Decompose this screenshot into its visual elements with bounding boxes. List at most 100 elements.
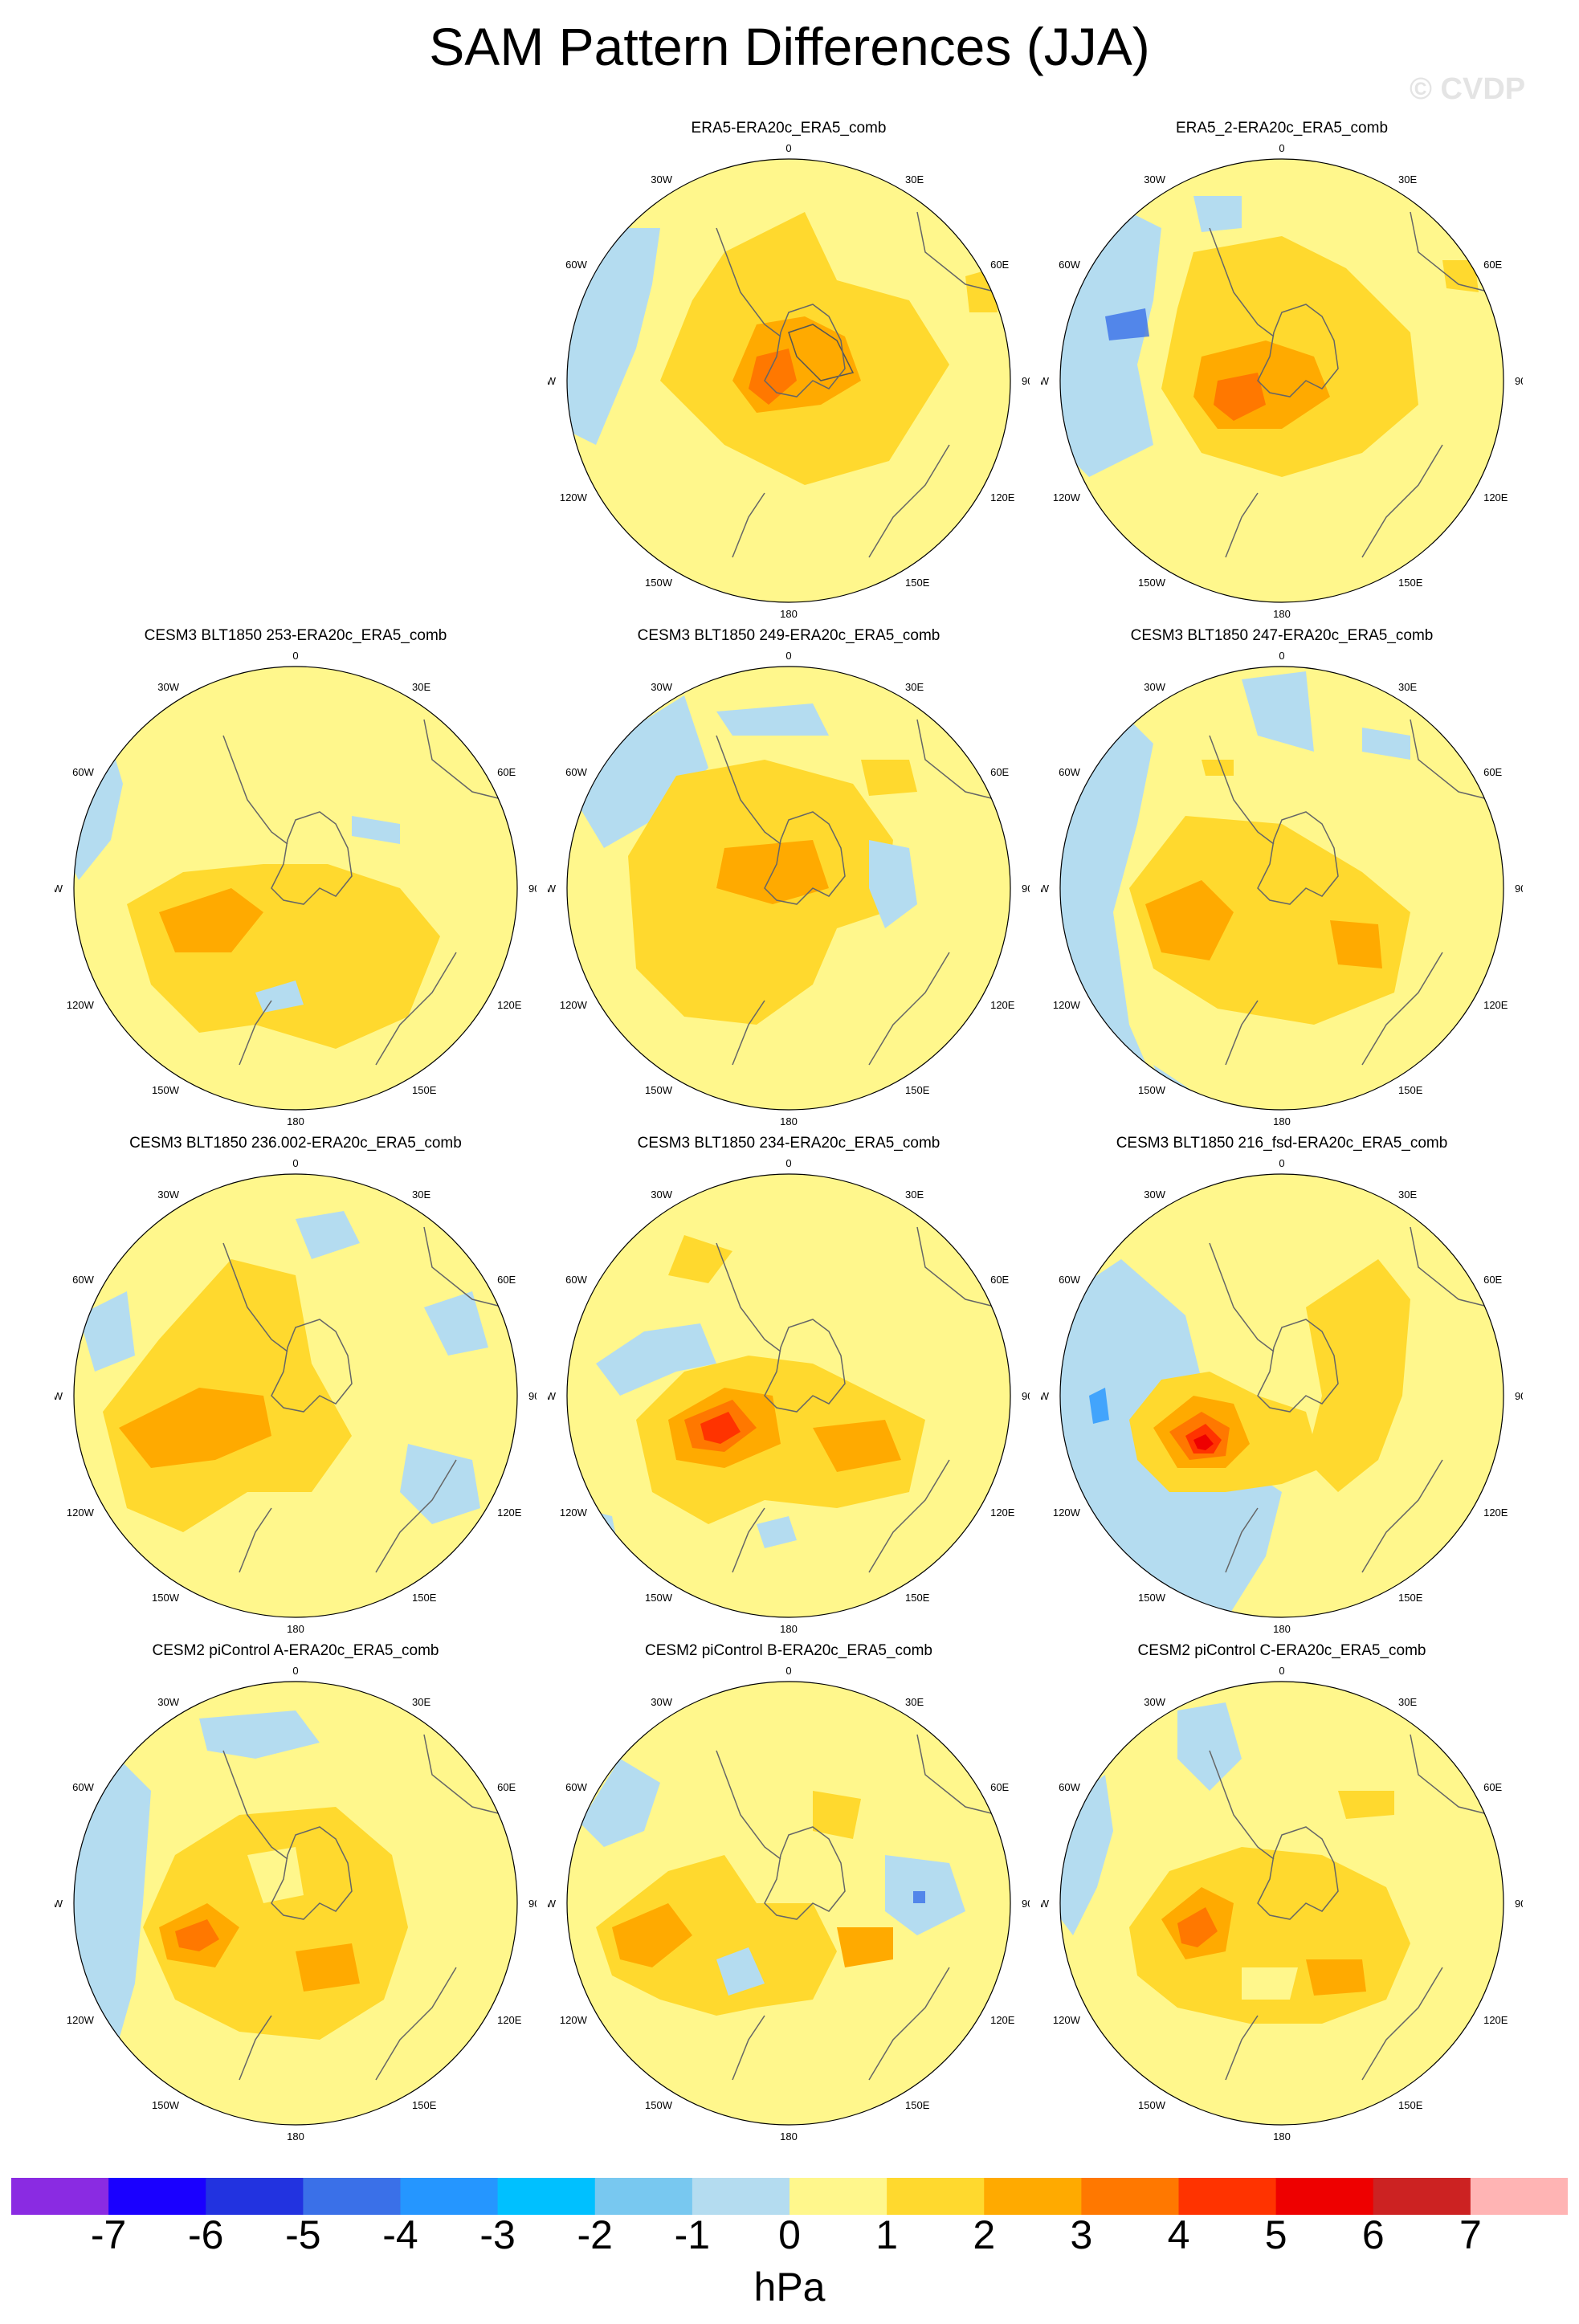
contour-region xyxy=(1214,373,1266,421)
colorbar-tick: 3 xyxy=(1070,2212,1093,2257)
longitude-label: 180 xyxy=(287,2130,304,2143)
map-border xyxy=(73,1173,518,1618)
colorbar-units: hPa xyxy=(753,2265,826,2310)
longitude-label: 60W xyxy=(72,766,94,778)
colorbar-tick: -1 xyxy=(674,2212,711,2257)
contour-region xyxy=(1242,1967,1298,2000)
polar-map: 0 30E 60E 90E 120E 150E 180 150W 120W 90W 60W 30W xyxy=(548,142,1030,620)
longitude-label: 120E xyxy=(1483,491,1508,504)
longitude-label: 30E xyxy=(1398,173,1417,186)
longitude-label: 180 xyxy=(287,1115,304,1127)
longitude-label: 150E xyxy=(905,2099,930,2111)
longitude-label: 0 xyxy=(1279,650,1284,662)
panel-title: CESM3 BLT1850 247-ERA20c_ERA5_comb xyxy=(1130,627,1434,644)
longitude-label: 0 xyxy=(785,1157,791,1169)
longitude-label: 60W xyxy=(565,259,587,271)
longitude-label: 120E xyxy=(990,1507,1015,1519)
longitude-label: 90E xyxy=(1515,1390,1523,1402)
colorbar-tick: 1 xyxy=(875,2212,899,2257)
contour-region xyxy=(813,1791,861,1839)
longitude-label: 60E xyxy=(990,1274,1009,1286)
map-border xyxy=(73,1681,518,2126)
contour-region xyxy=(700,1412,741,1444)
longitude-label: 150E xyxy=(905,577,930,589)
contour-region xyxy=(757,1516,797,1548)
longitude-label: 120W xyxy=(1053,491,1081,504)
map-border xyxy=(73,666,518,1111)
longitude-label: 60W xyxy=(1059,259,1080,271)
longitude-label: 30W xyxy=(1144,681,1165,693)
longitude-label: 120W xyxy=(67,2014,95,2026)
longitude-label: 120W xyxy=(560,491,588,504)
longitude-label: 30W xyxy=(157,1696,179,1708)
map-border xyxy=(1059,158,1504,603)
longitude-label: 150W xyxy=(645,577,673,589)
longitude-label: 90E xyxy=(528,1898,537,1910)
map-border xyxy=(566,158,1011,603)
coastline xyxy=(222,1226,505,1573)
longitude-label: 30W xyxy=(157,681,179,693)
longitude-label: 90E xyxy=(1515,1898,1523,1910)
map-panel: CESM2 piControl B-ERA20c_ERA5_comb 0 30E 6… xyxy=(548,1641,1030,2143)
contour-region xyxy=(296,1211,360,1259)
longitude-label: 30E xyxy=(412,1189,430,1201)
longitude-label: 150W xyxy=(645,1084,673,1096)
longitude-label: 30W xyxy=(1144,1189,1165,1201)
panel-title: CESM3 BLT1850 249-ERA20c_ERA5_comb xyxy=(637,627,940,644)
coastline xyxy=(1209,1226,1491,1573)
contour-region xyxy=(1242,671,1314,752)
contour-region xyxy=(580,1759,660,1847)
contour-region xyxy=(1330,920,1382,968)
colorbar-swatch xyxy=(1081,2178,1180,2215)
longitude-label: 0 xyxy=(1279,1665,1284,1677)
longitude-label: 150W xyxy=(1138,1592,1166,1604)
page-title: SAM Pattern Differences (JJA) xyxy=(429,17,1150,76)
longitude-label: 60W xyxy=(72,1274,94,1286)
longitude-label: 120E xyxy=(990,999,1015,1011)
contour-region xyxy=(159,888,263,952)
longitude-label: 0 xyxy=(785,142,791,154)
longitude-label: 150E xyxy=(1398,1592,1423,1604)
map-panel: CESM3 BLT1850 249-ERA20c_ERA5_comb 0 30E 6… xyxy=(548,626,1030,1127)
panel-title: CESM3 BLT1850 253-ERA20c_ERA5_comb xyxy=(144,627,447,644)
longitude-label: 180 xyxy=(287,1623,304,1635)
longitude-label: 180 xyxy=(780,2130,798,2143)
panel-title: CESM3 BLT1850 216_fsd-ERA20c_ERA5_comb xyxy=(1116,1135,1448,1152)
coastline xyxy=(1209,211,1491,558)
contour-region xyxy=(596,1323,716,1396)
map-border xyxy=(566,1681,1011,2126)
longitude-label: 60E xyxy=(1483,1274,1502,1286)
colorbar-swatch xyxy=(1470,2178,1568,2215)
colorbar-swatch xyxy=(108,2178,206,2215)
longitude-label: 30E xyxy=(1398,1189,1417,1201)
polar-map: 0 30E 60E 90E 120E 150E 180 150W 120W 90W 60W 30W xyxy=(548,650,1030,1127)
contour-region xyxy=(1177,1907,1218,1947)
longitude-label: 90W xyxy=(1041,883,1050,895)
longitude-label: 60E xyxy=(497,1274,516,1286)
longitude-label: 150W xyxy=(1138,577,1166,589)
contour-region xyxy=(580,695,708,848)
longitude-label: 60W xyxy=(565,1274,587,1286)
contour-region xyxy=(79,1291,135,1372)
coastline xyxy=(1209,719,1491,1066)
map-border xyxy=(1059,1173,1504,1618)
longitude-label: 180 xyxy=(1273,2130,1291,2143)
colorbar-swatch xyxy=(1275,2178,1374,2215)
longitude-label: 90W xyxy=(55,883,63,895)
colorbar-tick: -6 xyxy=(188,2212,224,2257)
colorbar-swatch xyxy=(984,2178,1082,2215)
longitude-label: 60W xyxy=(1059,1274,1080,1286)
panel-title: CESM2 piControl C-ERA20c_ERA5_comb xyxy=(1137,1642,1426,1659)
panel-title: CESM2 piControl B-ERA20c_ERA5_comb xyxy=(645,1642,932,1659)
longitude-label: 120E xyxy=(990,2014,1015,2026)
panel-title: CESM3 BLT1850 236.002-ERA20c_ERA5_comb xyxy=(129,1135,462,1152)
longitude-label: 30W xyxy=(157,1189,179,1201)
polar-map: 0 30E 60E 90E 120E 150E 180 150W 120W 90W 60W 30W xyxy=(1041,142,1523,620)
map-border xyxy=(1059,666,1504,1111)
longitude-label: 60W xyxy=(1059,1781,1080,1793)
contour-region xyxy=(716,1947,765,1996)
longitude-label: 90W xyxy=(1041,1390,1050,1402)
coastline xyxy=(716,719,998,1066)
colorbar-tick: -3 xyxy=(479,2212,516,2257)
longitude-label: 120W xyxy=(1053,999,1081,1011)
